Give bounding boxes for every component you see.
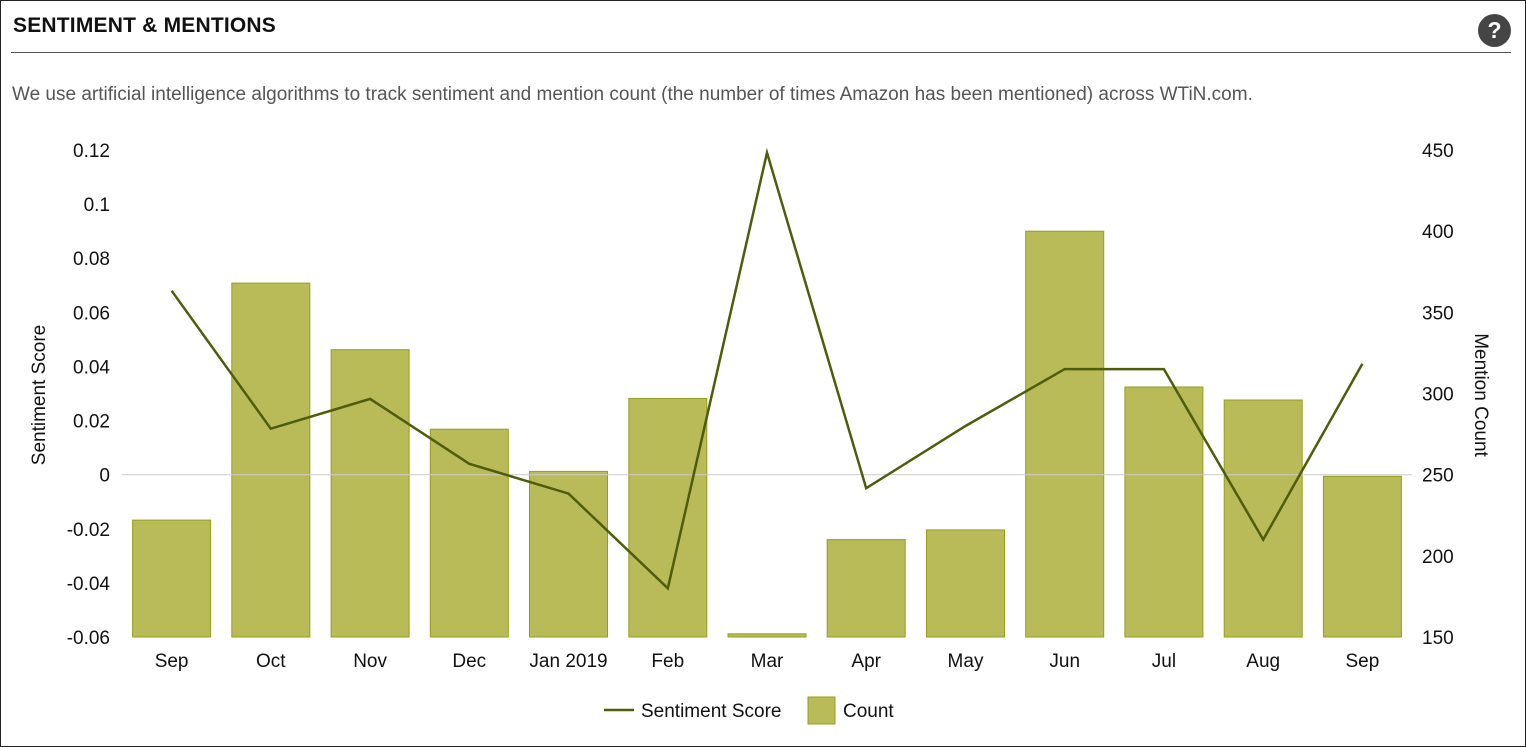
sentiment-point[interactable] <box>266 424 276 434</box>
sentiment-point[interactable] <box>365 394 375 404</box>
x-axis-tick-label: Jun <box>1049 651 1080 672</box>
sentiment-point[interactable] <box>167 286 177 296</box>
x-axis-tick-label: Aug <box>1246 651 1280 672</box>
count-bar[interactable] <box>529 470 608 638</box>
chart-legend: Sentiment Score Count <box>604 696 894 725</box>
count-bar[interactable] <box>826 539 906 638</box>
x-axis-tick-label: Apr <box>851 651 881 672</box>
sentiment-point[interactable] <box>1357 359 1367 369</box>
legend-bar-swatch <box>807 696 836 725</box>
right-axis-tick-label: 150 <box>1422 628 1454 649</box>
left-axis-tick-label: 0.04 <box>73 357 110 378</box>
x-axis-tick-label: Mar <box>751 651 784 672</box>
left-axis-tick-label: 0.08 <box>73 249 110 270</box>
x-axis-tick-label: Sep <box>1345 651 1379 672</box>
count-bar[interactable] <box>1322 475 1402 638</box>
left-axis: -0.06 -0.04 -0.02 0 0.02 0.04 0.06 0.08 0.1 0.12 <box>67 141 111 649</box>
right-axis-tick-label: 400 <box>1422 222 1454 243</box>
help-button[interactable]: ? <box>1478 14 1511 47</box>
count-bar[interactable] <box>132 519 212 638</box>
count-bar[interactable] <box>1025 230 1105 638</box>
sentiment-point[interactable] <box>1258 535 1268 545</box>
sentiment-line-group <box>167 147 1367 593</box>
legend-item-sentiment-score[interactable]: Sentiment Score <box>641 701 781 722</box>
sentiment-point[interactable] <box>1060 364 1070 374</box>
count-bar[interactable] <box>727 633 807 638</box>
left-axis-tick-label: -0.04 <box>67 574 111 595</box>
x-axis: Sep Oct Nov Dec Jan 2019 Feb Mar Apr May Jun Jul Au… <box>155 651 1380 672</box>
sentiment-point[interactable] <box>564 489 574 499</box>
count-bars <box>132 230 1402 638</box>
left-axis-tick-label: -0.06 <box>67 628 110 649</box>
x-axis-tick-label: Dec <box>452 651 486 672</box>
right-axis-tick-label: 250 <box>1422 466 1454 487</box>
count-bar[interactable] <box>926 529 1005 638</box>
x-axis-tick-label: Oct <box>256 651 286 672</box>
count-bar[interactable] <box>231 282 311 638</box>
legend-item-count[interactable]: Count <box>843 701 894 722</box>
x-axis-tick-label: Sep <box>155 651 189 672</box>
count-bar[interactable] <box>330 349 410 638</box>
right-axis-tick-label: 200 <box>1422 547 1454 568</box>
panel-header: SENTIMENT & MENTIONS ? <box>11 1 1511 53</box>
left-axis-title: Sentiment Score <box>29 325 50 465</box>
left-axis-tick-label: 0.1 <box>84 195 110 216</box>
x-axis-tick-label: May <box>948 651 984 672</box>
x-axis-tick-label: Jul <box>1152 651 1176 672</box>
sentiment-point[interactable] <box>1159 364 1169 374</box>
panel-title: SENTIMENT & MENTIONS <box>13 14 277 37</box>
left-axis-tick-label: 0.02 <box>73 412 110 433</box>
count-bar[interactable] <box>1124 386 1204 638</box>
right-axis-tick-label: 350 <box>1422 303 1454 324</box>
left-axis-tick-label: -0.02 <box>67 520 110 541</box>
x-axis-tick-label: Feb <box>651 651 684 672</box>
right-axis-title: Mention Count <box>1470 333 1491 457</box>
count-bar[interactable] <box>628 397 708 638</box>
x-axis-tick-label: Jan 2019 <box>529 651 607 672</box>
panel-description: We use artificial intelligence algorithm… <box>12 84 1253 105</box>
left-axis-tick-label: 0.12 <box>73 141 110 162</box>
sentiment-score-line[interactable] <box>170 147 1364 591</box>
count-bar[interactable] <box>1223 399 1303 638</box>
sentiment-point[interactable] <box>464 459 474 469</box>
x-axis-tick-label: Nov <box>353 651 387 672</box>
sentiment-point[interactable] <box>663 583 673 593</box>
sentiment-point[interactable] <box>861 483 871 493</box>
sentiment-point[interactable] <box>762 148 772 158</box>
sentiment-point[interactable] <box>961 421 971 431</box>
left-axis-tick-label: 0.06 <box>73 303 110 324</box>
left-axis-tick-label: 0 <box>99 466 110 487</box>
right-axis-tick-label: 300 <box>1422 385 1454 406</box>
right-axis-tick-label: 450 <box>1422 141 1454 162</box>
right-axis: 150 200 250 300 350 400 450 <box>1422 141 1454 649</box>
axis-titles: Sentiment Score Mention Count <box>29 325 1491 465</box>
